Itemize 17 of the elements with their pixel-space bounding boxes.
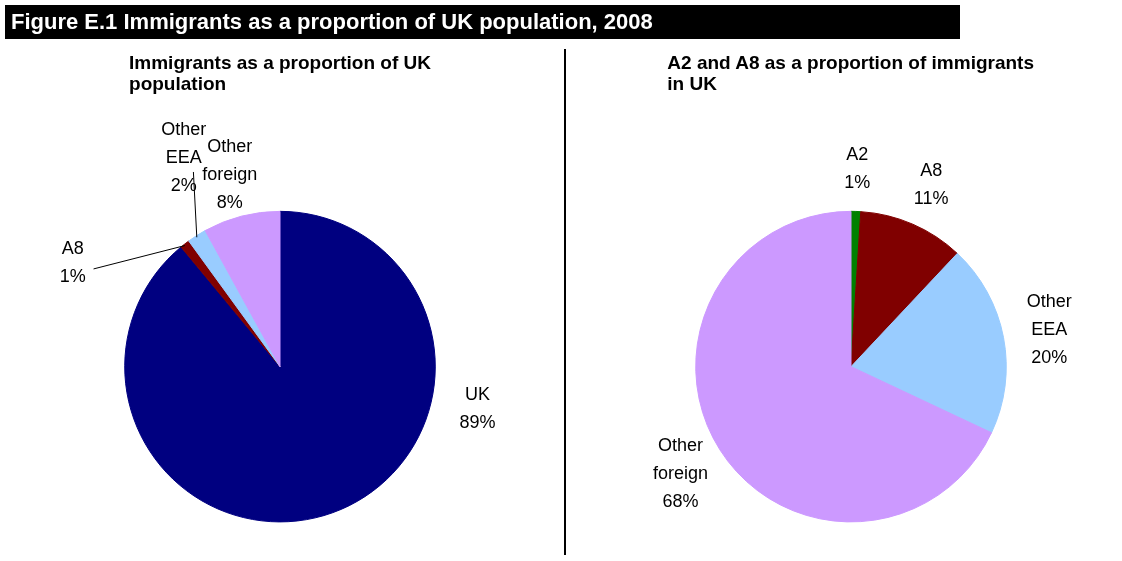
chart-title: A2 and A8 as a proportion of immigrants in UK: [667, 51, 1034, 94]
slice-label: Other EEA: [1026, 291, 1072, 340]
text: Figure E.1 Immigrants as a proportion of UK population, 2008: [11, 8, 653, 36]
slice-label: A8: [920, 159, 943, 180]
data-label: 2%: [170, 175, 197, 196]
data-label: 8%: [216, 191, 243, 212]
data-label: 20%: [1031, 347, 1068, 368]
chart-title: Immigrants as a proportion of UK population: [129, 51, 432, 94]
slice-label: A8: [61, 237, 84, 258]
slice-label: UK: [464, 384, 490, 405]
slice-label: A2: [846, 143, 869, 164]
data-label: 68%: [662, 491, 699, 512]
data-label: 1%: [844, 171, 871, 192]
data-label: 11%: [913, 187, 949, 208]
slice-label: Other foreign: [653, 435, 709, 484]
data-label: 89%: [459, 412, 496, 433]
data-label: 1%: [59, 265, 86, 286]
